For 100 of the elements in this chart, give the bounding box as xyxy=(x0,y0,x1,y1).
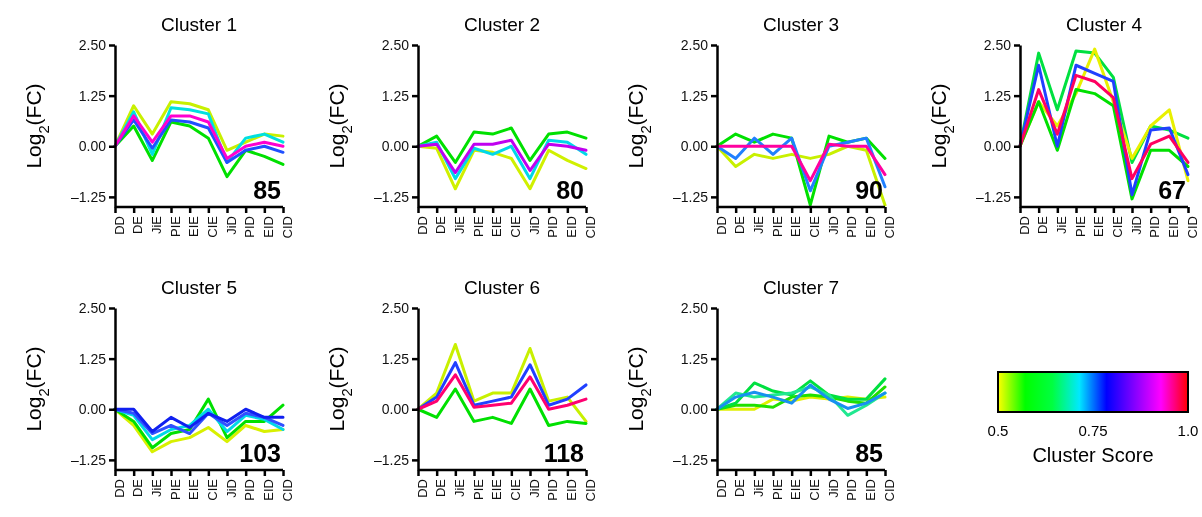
x-tick-label: PID xyxy=(844,479,860,501)
x-tick-label: DE xyxy=(130,215,146,235)
x-tick-label: PID xyxy=(242,479,258,501)
x-tick-label: PIE xyxy=(167,478,183,500)
x-tick-label: JiD xyxy=(223,216,239,235)
x-tick-label: JiE xyxy=(148,215,164,235)
y-tick-label: –1.25 xyxy=(373,451,410,468)
x-tick-label: DE xyxy=(1035,215,1051,235)
annotation: 118 xyxy=(543,439,585,467)
x-tick-label: EID xyxy=(260,479,276,501)
y-tick-label: 1.25 xyxy=(680,350,709,367)
x-tick-label: PIE xyxy=(1072,215,1088,237)
y-tick-label: 0.00 xyxy=(680,138,709,155)
x-tick-label: DE xyxy=(130,478,146,498)
x-tick-label: JiE xyxy=(148,478,164,498)
x-tick-label: DD xyxy=(1016,216,1032,235)
x-tick-label: EIE xyxy=(186,478,202,500)
annotation: 80 xyxy=(556,176,584,204)
x-tick-label: CIE xyxy=(507,215,523,238)
y-tick-label: 0.00 xyxy=(983,138,1012,155)
x-tick-label: JiD xyxy=(825,216,841,235)
x-tick-label: EID xyxy=(563,216,579,238)
x-tick-label: JiD xyxy=(526,216,542,235)
x-tick-label: JiD xyxy=(1128,216,1144,235)
y-tick-label: 0.00 xyxy=(680,401,709,418)
y-tick-label: 2.50 xyxy=(680,299,709,316)
x-tick-label: PID xyxy=(545,216,561,238)
x-tick-label: PID xyxy=(1147,216,1163,238)
chart-title: Cluster 4 xyxy=(1065,14,1143,35)
x-tick-label: PID xyxy=(242,216,258,238)
chart-title: Cluster 1 xyxy=(160,14,238,35)
x-tick-label: CIE xyxy=(806,478,822,501)
x-tick-label: CID xyxy=(279,479,295,502)
x-tick-label: DD xyxy=(414,479,430,498)
x-tick-label: DE xyxy=(433,478,449,498)
x-tick-label: JiD xyxy=(825,479,841,498)
x-tick-label: PIE xyxy=(470,215,486,237)
chart-title: Cluster 3 xyxy=(762,14,840,35)
x-tick-label: EID xyxy=(1165,216,1181,238)
color-bar-title: Cluster Score xyxy=(1032,444,1154,466)
y-tick-label: 0.00 xyxy=(78,401,107,418)
x-tick-label: JiE xyxy=(1053,215,1069,235)
x-tick-label: CIE xyxy=(204,478,220,501)
x-tick-label: EIE xyxy=(788,478,804,500)
y-tick-label: 1.25 xyxy=(381,350,410,367)
y-tick-label: –1.25 xyxy=(672,451,709,468)
y-tick-label: –1.25 xyxy=(672,188,709,205)
y-tick-label: 2.50 xyxy=(983,36,1012,53)
x-tick-label: EIE xyxy=(489,478,505,500)
y-tick-label: –1.25 xyxy=(70,451,107,468)
x-tick-label: CIE xyxy=(507,478,523,501)
x-tick-label: CID xyxy=(881,479,897,502)
x-tick-label: JiD xyxy=(223,479,239,498)
y-tick-label: –1.25 xyxy=(373,188,410,205)
y-tick-label: 0.00 xyxy=(78,138,107,155)
x-tick-label: DE xyxy=(732,215,748,235)
y-tick-label: 1.25 xyxy=(983,87,1012,104)
x-tick-label: DD xyxy=(414,216,430,235)
x-tick-label: CID xyxy=(582,479,598,502)
x-tick-label: JiE xyxy=(451,215,467,235)
x-tick-label: EID xyxy=(563,479,579,501)
y-tick-label: 2.50 xyxy=(78,299,107,316)
x-tick-label: PIE xyxy=(769,215,785,237)
x-tick-label: EIE xyxy=(489,215,505,237)
x-tick-label: CIE xyxy=(1109,215,1125,238)
chart-title: Cluster 5 xyxy=(160,277,238,298)
y-tick-label: –1.25 xyxy=(70,188,107,205)
x-tick-label: PIE xyxy=(167,215,183,237)
x-tick-label: PIE xyxy=(769,478,785,500)
y-tick-label: 1.25 xyxy=(78,87,107,104)
x-tick-label: EID xyxy=(862,479,878,501)
x-tick-label: EID xyxy=(260,216,276,238)
x-tick-label: PID xyxy=(844,216,860,238)
y-tick-label: 2.50 xyxy=(680,36,709,53)
x-tick-label: EIE xyxy=(1091,215,1107,237)
x-tick-label: CID xyxy=(279,216,295,239)
y-tick-label: 2.50 xyxy=(78,36,107,53)
x-tick-label: JiE xyxy=(451,478,467,498)
x-tick-label: DD xyxy=(111,479,127,498)
color-bar-label: 1.0 xyxy=(1177,422,1199,439)
x-tick-label: JiE xyxy=(750,215,766,235)
y-tick-label: 0.00 xyxy=(381,401,410,418)
x-tick-label: DE xyxy=(433,215,449,235)
annotation: 67 xyxy=(1158,176,1186,204)
x-tick-label: DE xyxy=(732,478,748,498)
x-tick-label: EID xyxy=(862,216,878,238)
y-tick-label: 1.25 xyxy=(680,87,709,104)
y-tick-label: 1.25 xyxy=(78,350,107,367)
chart-title: Cluster 6 xyxy=(463,277,541,298)
x-tick-label: CID xyxy=(1184,216,1200,239)
y-tick-label: 0.00 xyxy=(381,138,410,155)
x-tick-label: EIE xyxy=(186,215,202,237)
y-tick-label: 2.50 xyxy=(381,36,410,53)
annotation: 85 xyxy=(855,439,884,467)
color-bar-label: 0.75 xyxy=(1078,422,1108,439)
x-tick-label: DD xyxy=(111,216,127,235)
annotation: 85 xyxy=(253,176,282,204)
chart-title: Cluster 7 xyxy=(762,277,840,298)
x-tick-label: DD xyxy=(713,216,729,235)
x-tick-label: EIE xyxy=(788,215,804,237)
